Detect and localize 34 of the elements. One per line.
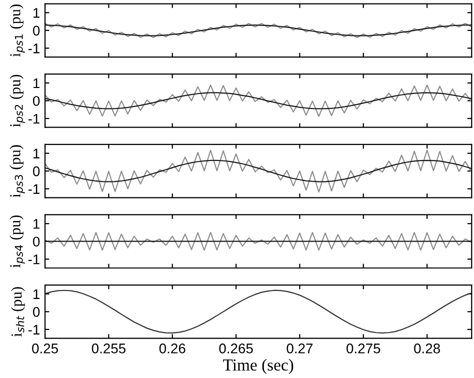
y-tick-label: -1 bbox=[28, 254, 40, 264]
y-tick-label: -1 bbox=[28, 44, 40, 54]
x-tick-label: 0.275 bbox=[346, 344, 380, 354]
y-tick-label: -1 bbox=[28, 114, 40, 124]
line-series bbox=[45, 92, 472, 110]
x-tick-label: 0.265 bbox=[219, 344, 253, 354]
x-tick-label: 0.28 bbox=[414, 344, 440, 354]
y-axis-title: i$_{ps2}$ (pu) bbox=[10, 74, 25, 128]
y-tick-label: -1 bbox=[28, 324, 40, 334]
x-tick-label: 0.26 bbox=[159, 344, 186, 354]
y-tick-label: -1 bbox=[28, 184, 40, 194]
x-axis-title: Time (sec) bbox=[223, 358, 294, 374]
y-tick-label: 0 bbox=[32, 236, 40, 247]
y-tick-label: 1 bbox=[34, 148, 40, 158]
y-tick-label: 1 bbox=[34, 78, 40, 88]
y-tick-label: 0 bbox=[32, 96, 40, 106]
y-axis-title: i$_{ps4}$ (pu) bbox=[10, 215, 25, 268]
line-series bbox=[45, 160, 472, 182]
line-series bbox=[45, 290, 472, 334]
y-tick-label: 0 bbox=[32, 166, 40, 176]
y-axis-title: i$_{sht}$ (pu) bbox=[10, 287, 25, 337]
line-series bbox=[45, 84, 472, 117]
y-tick-label: 0 bbox=[32, 307, 40, 317]
line-series bbox=[45, 150, 472, 193]
x-tick-label: 0.27 bbox=[286, 344, 313, 354]
x-tick-label: 0.25 bbox=[32, 344, 58, 354]
line-series bbox=[45, 232, 472, 251]
y-tick-label: 0 bbox=[32, 26, 40, 36]
y-tick-label: 1 bbox=[34, 8, 40, 18]
y-axis-title: i$_{ps3}$ (pu) bbox=[10, 145, 25, 198]
y-tick-label: 1 bbox=[34, 219, 40, 229]
y-tick-label: 1 bbox=[34, 289, 40, 299]
x-tick-label: 0.255 bbox=[92, 344, 126, 354]
y-axis-title: i$_{ps1}$ (pu) bbox=[10, 4, 25, 57]
